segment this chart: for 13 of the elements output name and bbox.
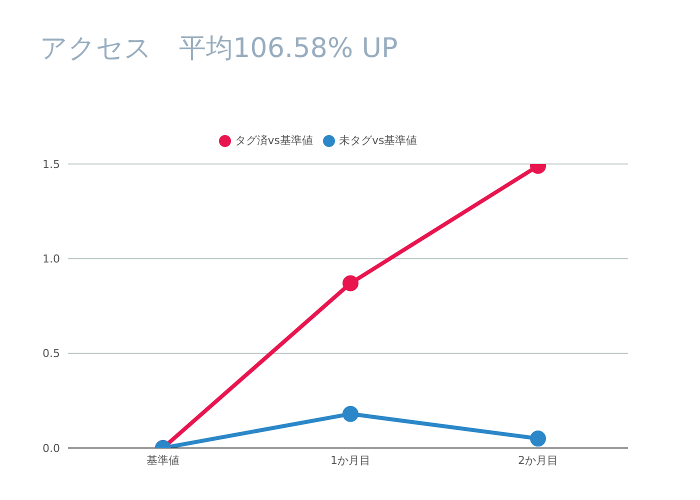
x-tick-label: 2か月目 — [518, 454, 558, 467]
y-tick-label: 0.0 — [42, 442, 60, 455]
legend-label: タグ済vs基準値 — [234, 134, 313, 147]
x-tick-label: 1か月目 — [330, 454, 370, 467]
point — [530, 430, 546, 447]
chart-title: アクセス 平均106.58% UP — [40, 32, 398, 66]
point — [342, 275, 358, 292]
point — [342, 406, 358, 422]
y-tick-label: 1.5 — [42, 158, 60, 171]
x-tick-label: 基準値 — [146, 454, 180, 467]
y-tick-label: 0.5 — [42, 347, 60, 360]
legend-label: 未タグvs基準値 — [339, 134, 418, 147]
y-tick-label: 1.0 — [42, 252, 60, 266]
